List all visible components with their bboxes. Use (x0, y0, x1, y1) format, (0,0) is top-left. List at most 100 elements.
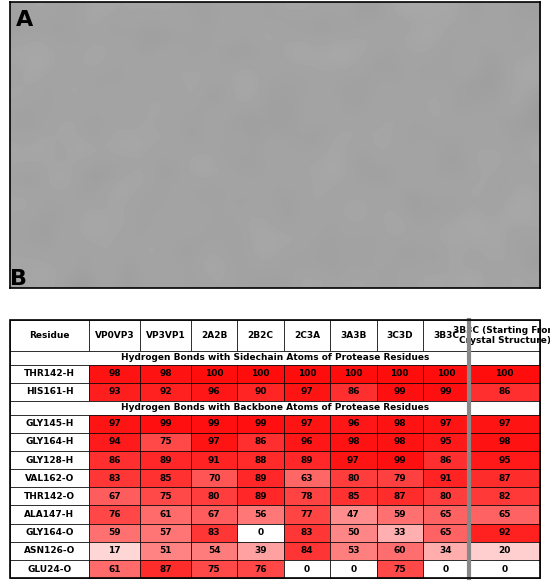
Bar (191, 541, 238, 560)
Text: GLU24-O: GLU24-O (28, 565, 72, 573)
Text: 0: 0 (443, 565, 449, 573)
Bar (469, 469, 540, 487)
Text: VP3VP1: VP3VP1 (146, 331, 185, 340)
Bar (330, 415, 377, 433)
Bar (238, 365, 284, 383)
Bar (10, 401, 540, 415)
Text: 83: 83 (301, 528, 313, 537)
Text: 3B3C (Starting From
Crystal Structure): 3B3C (Starting From Crystal Structure) (453, 326, 550, 345)
Text: 80: 80 (347, 474, 360, 483)
Bar (330, 433, 377, 451)
Text: GLY164-H: GLY164-H (25, 437, 74, 446)
Bar (284, 415, 330, 433)
Bar (377, 433, 423, 451)
Bar (10, 433, 89, 451)
Text: 76: 76 (108, 510, 121, 519)
Text: 84: 84 (301, 546, 314, 555)
Text: 83: 83 (208, 528, 221, 537)
Bar (89, 523, 140, 541)
Bar (191, 487, 238, 505)
Bar (284, 433, 330, 451)
Bar (469, 415, 540, 433)
Bar (140, 487, 191, 505)
Bar (469, 365, 540, 383)
Bar (140, 433, 191, 451)
Bar (89, 383, 140, 401)
Text: HIS161-H: HIS161-H (26, 388, 73, 396)
Text: 87: 87 (393, 492, 406, 501)
Text: 95: 95 (498, 456, 511, 465)
Bar (284, 560, 330, 578)
Text: 92: 92 (159, 388, 172, 396)
Bar (469, 541, 540, 560)
Bar (469, 433, 540, 451)
Text: 86: 86 (440, 456, 453, 465)
Bar (284, 523, 330, 541)
Bar (469, 560, 540, 578)
Bar (238, 523, 284, 541)
Text: 51: 51 (160, 546, 172, 555)
Bar (10, 541, 89, 560)
Text: A: A (16, 10, 34, 30)
Bar (238, 505, 284, 523)
Text: 59: 59 (393, 510, 406, 519)
Text: Hydrogen Bonds with Backbone Atoms of Protease Residues: Hydrogen Bonds with Backbone Atoms of Pr… (121, 403, 429, 413)
Text: 97: 97 (498, 419, 511, 428)
Text: THR142-H: THR142-H (24, 369, 75, 378)
Bar (377, 523, 423, 541)
Bar (10, 383, 89, 401)
Bar (89, 469, 140, 487)
Bar (10, 451, 89, 469)
Text: 79: 79 (393, 474, 406, 483)
Text: 96: 96 (208, 388, 221, 396)
Text: 100: 100 (437, 369, 455, 378)
Text: 94: 94 (108, 437, 121, 446)
Bar (377, 320, 423, 351)
Bar (191, 365, 238, 383)
Text: 99: 99 (393, 456, 406, 465)
Text: 98: 98 (393, 437, 406, 446)
Bar (423, 560, 469, 578)
Text: 88: 88 (254, 456, 267, 465)
Text: 95: 95 (440, 437, 453, 446)
Text: 99: 99 (208, 419, 221, 428)
Bar (10, 487, 89, 505)
Bar (469, 383, 540, 401)
Text: Residue: Residue (29, 331, 70, 340)
Text: ALA147-H: ALA147-H (24, 510, 75, 519)
Text: 99: 99 (159, 419, 172, 428)
Bar (330, 383, 377, 401)
Bar (330, 541, 377, 560)
Bar (140, 560, 191, 578)
Text: 85: 85 (160, 474, 172, 483)
Text: 87: 87 (498, 474, 511, 483)
Text: 98: 98 (347, 437, 360, 446)
Text: 96: 96 (347, 419, 360, 428)
Text: 89: 89 (159, 456, 172, 465)
Text: 89: 89 (254, 474, 267, 483)
Text: 100: 100 (496, 369, 514, 378)
Text: 39: 39 (254, 546, 267, 555)
Bar (284, 451, 330, 469)
Bar (140, 451, 191, 469)
Bar (469, 451, 540, 469)
Bar (330, 523, 377, 541)
Text: VP0VP3: VP0VP3 (95, 331, 134, 340)
Bar (377, 560, 423, 578)
Bar (238, 487, 284, 505)
Bar (140, 415, 191, 433)
Bar (140, 523, 191, 541)
Bar (191, 560, 238, 578)
Text: 97: 97 (301, 388, 314, 396)
Bar (469, 523, 540, 541)
Text: 67: 67 (208, 510, 221, 519)
Bar (423, 487, 469, 505)
Text: 97: 97 (440, 419, 453, 428)
Bar (10, 415, 89, 433)
Text: B: B (10, 270, 27, 289)
Bar (330, 320, 377, 351)
Text: Hydrogen Bonds with Sidechain Atoms of Protease Residues: Hydrogen Bonds with Sidechain Atoms of P… (121, 353, 429, 363)
Text: 2B2C: 2B2C (248, 331, 273, 340)
Bar (377, 487, 423, 505)
Bar (89, 451, 140, 469)
